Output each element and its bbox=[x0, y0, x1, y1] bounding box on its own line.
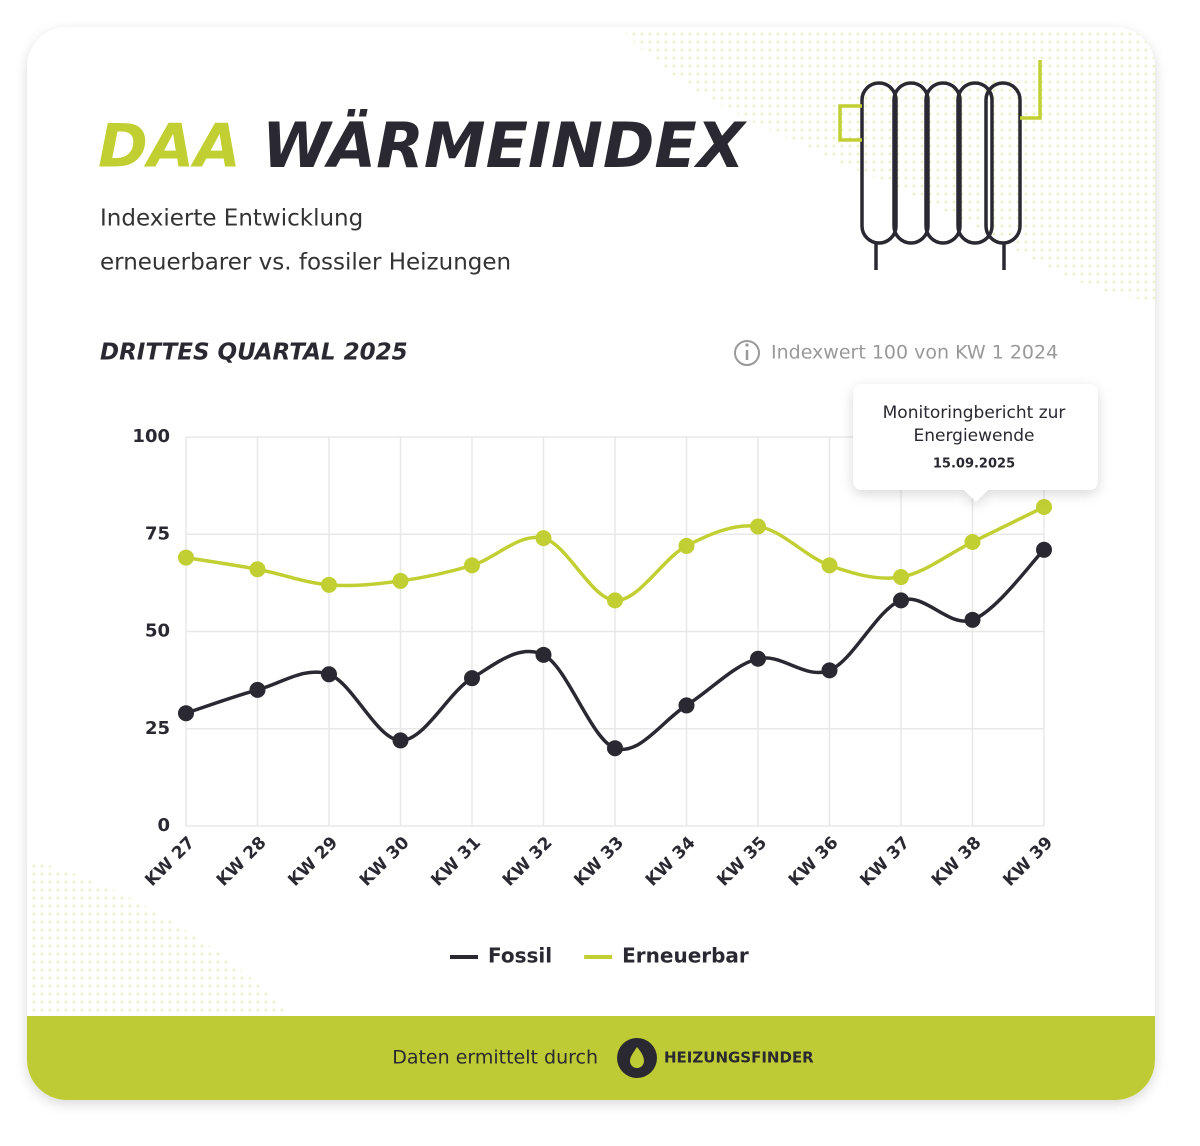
data-point bbox=[1036, 499, 1052, 516]
data-point bbox=[678, 697, 695, 714]
data-point bbox=[607, 740, 623, 757]
data-point bbox=[893, 592, 909, 609]
title: WÄRMEINDEX bbox=[262, 109, 748, 182]
y-tick-label: 100 bbox=[132, 426, 170, 447]
footer-text: Daten ermittelt durch bbox=[392, 1047, 598, 1069]
data-point bbox=[464, 670, 480, 687]
data-point bbox=[964, 611, 981, 628]
decoration bbox=[27, 27, 1155, 1100]
y-tick-label: 0 bbox=[157, 815, 170, 836]
brand-logo: DAA bbox=[98, 112, 241, 182]
legend-label: Fossil bbox=[488, 944, 552, 968]
data-point bbox=[392, 732, 409, 749]
card bbox=[27, 27, 1155, 1100]
subtitle-line: Indexierte Entwicklung bbox=[100, 206, 363, 232]
data-point bbox=[964, 534, 981, 551]
note: Indexwert 100 von KW 1 2024 bbox=[771, 342, 1058, 364]
legend-label: Erneuerbar bbox=[622, 944, 749, 968]
annotation-text: Energiewende bbox=[913, 426, 1034, 446]
annotation-date: 15.09.2025 bbox=[933, 457, 1015, 472]
chart-title: DRITTES QUARTAL 2025 bbox=[100, 340, 408, 366]
data-point bbox=[178, 549, 194, 566]
data-point bbox=[893, 569, 909, 586]
data-point bbox=[678, 537, 695, 554]
data-point bbox=[321, 576, 337, 593]
data-point bbox=[1036, 541, 1052, 558]
data-point bbox=[821, 662, 838, 679]
y-tick-label: 75 bbox=[145, 523, 170, 544]
data-point bbox=[392, 572, 409, 589]
annotation-text: Monitoringbericht zur bbox=[883, 403, 1066, 423]
footer-band bbox=[27, 1016, 1155, 1100]
data-point bbox=[249, 561, 266, 578]
data-point bbox=[607, 592, 623, 609]
data-point bbox=[750, 518, 766, 535]
data-point bbox=[321, 666, 337, 683]
data-point bbox=[464, 557, 480, 574]
data-point bbox=[535, 530, 552, 547]
data-point bbox=[821, 557, 838, 574]
data-point bbox=[249, 681, 266, 698]
annotation: Monitoringbericht zur Energiewende 15.09… bbox=[853, 384, 1098, 502]
subtitle-line: erneuerbarer vs. fossiler Heizungen bbox=[100, 250, 511, 276]
y-tick-label: 25 bbox=[145, 718, 170, 739]
data-point bbox=[750, 650, 766, 667]
info-icon bbox=[734, 340, 760, 366]
data-point bbox=[178, 705, 194, 722]
y-tick-label: 50 bbox=[145, 621, 170, 642]
radiator-icon bbox=[838, 60, 1042, 270]
footer-brand: HEIZUNGSFINDER bbox=[664, 1049, 814, 1067]
data-point bbox=[535, 646, 552, 663]
